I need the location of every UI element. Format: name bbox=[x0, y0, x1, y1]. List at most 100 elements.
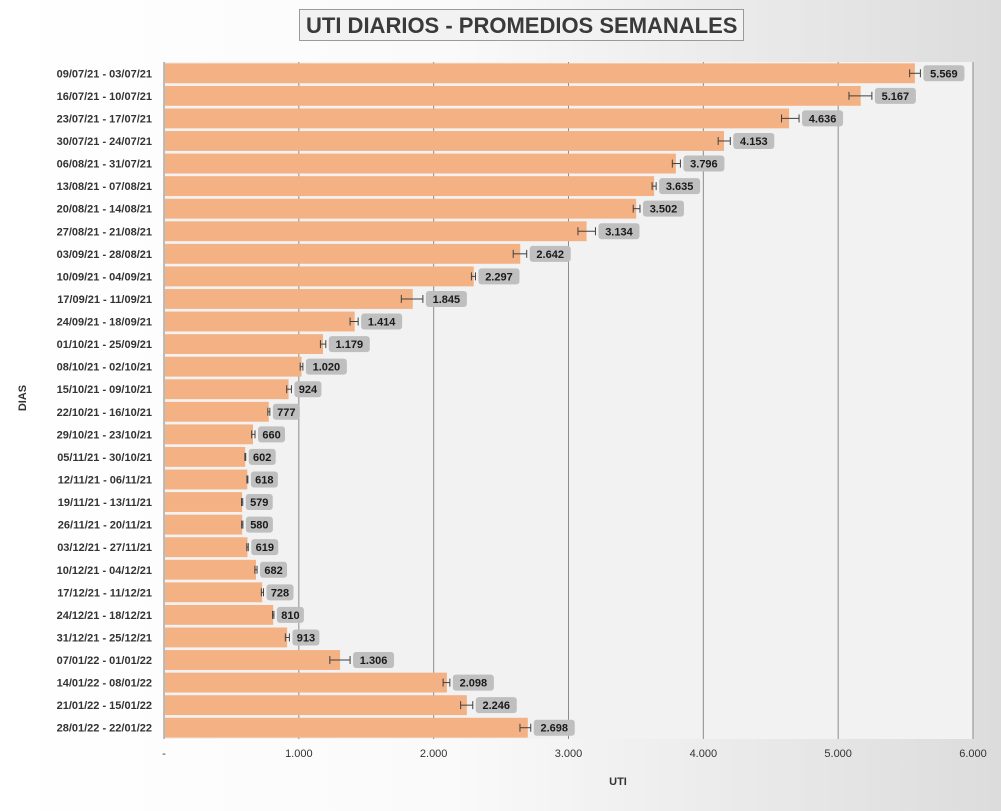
value-label-box bbox=[361, 313, 403, 330]
category-label: 20/08/21 - 14/08/21 bbox=[57, 204, 152, 216]
value-label: 3.134 bbox=[605, 226, 633, 238]
category-label: 27/08/21 - 21/08/21 bbox=[57, 226, 152, 238]
bar bbox=[165, 627, 288, 648]
value-label: 619 bbox=[256, 542, 274, 554]
y-axis-title: DIAS bbox=[17, 385, 29, 411]
category-label: 21/01/22 - 15/01/22 bbox=[57, 700, 152, 712]
value-label: 4.636 bbox=[809, 113, 837, 125]
value-label: 2.297 bbox=[485, 271, 513, 283]
value-label-box bbox=[251, 539, 279, 556]
x-tick-label: 4.000 bbox=[690, 748, 718, 760]
value-label-box bbox=[328, 336, 370, 353]
bar bbox=[165, 446, 246, 467]
bar bbox=[165, 469, 248, 490]
bar bbox=[165, 650, 341, 670]
x-tick-label: 3.000 bbox=[555, 748, 583, 760]
category-label: 15/10/21 - 09/10/21 bbox=[57, 384, 152, 396]
value-label: 3.796 bbox=[690, 159, 718, 171]
value-label: 5.167 bbox=[882, 91, 910, 103]
bar bbox=[165, 334, 323, 355]
value-label-box bbox=[802, 110, 844, 127]
value-label-box bbox=[923, 65, 965, 82]
category-label: 28/01/22 - 22/01/22 bbox=[57, 723, 152, 735]
value-label-box bbox=[529, 245, 571, 262]
gridlines bbox=[298, 62, 974, 739]
bar bbox=[165, 695, 467, 716]
value-label: 1.845 bbox=[433, 294, 461, 306]
value-label: 3.502 bbox=[650, 204, 678, 216]
value-label-box bbox=[874, 87, 916, 104]
error-bars bbox=[241, 69, 921, 732]
bar bbox=[165, 379, 289, 400]
category-label: 24/12/21 - 18/12/21 bbox=[57, 610, 152, 622]
value-label-box bbox=[250, 471, 278, 488]
category-label: 23/07/21 - 17/07/21 bbox=[57, 113, 152, 125]
value-label-box bbox=[245, 516, 273, 533]
value-label-box bbox=[642, 200, 684, 217]
x-axis-title: UTI bbox=[609, 776, 627, 788]
value-label-box bbox=[425, 290, 467, 307]
category-label: 19/11/21 - 13/11/21 bbox=[58, 497, 152, 509]
bar bbox=[165, 131, 724, 151]
category-label: 08/10/21 - 02/10/21 bbox=[57, 362, 152, 374]
category-labels: 09/07/21 - 03/07/21 16/07/21 - 10/07/21 23… bbox=[57, 68, 152, 734]
bars bbox=[165, 63, 915, 738]
value-label: 580 bbox=[250, 520, 268, 532]
bar bbox=[165, 221, 587, 242]
x-tick-label: 5.000 bbox=[824, 748, 852, 760]
value-label-box bbox=[260, 561, 288, 578]
value-label-box bbox=[683, 155, 725, 172]
bar bbox=[165, 243, 521, 264]
category-label: 09/07/21 - 03/07/21 bbox=[57, 68, 152, 80]
value-label-box bbox=[452, 674, 494, 691]
category-label: 05/11/21 - 30/10/21 bbox=[57, 452, 152, 464]
x-tick-label: - bbox=[162, 748, 166, 760]
value-label: 579 bbox=[250, 497, 268, 509]
value-label: 2.246 bbox=[483, 700, 511, 712]
value-label-box bbox=[266, 584, 294, 601]
category-label: 26/11/21 - 20/11/21 bbox=[58, 520, 152, 532]
value-label: 660 bbox=[262, 429, 280, 441]
category-label: 29/10/21 - 23/10/21 bbox=[57, 429, 152, 441]
chart-title: UTI DIARIOS - PROMEDIOS SEMANALES bbox=[299, 9, 745, 41]
value-label: 618 bbox=[255, 474, 273, 486]
category-label: 13/08/21 - 07/08/21 bbox=[57, 181, 152, 193]
bar bbox=[165, 424, 253, 445]
x-tick-label: 2.000 bbox=[420, 748, 448, 760]
value-label: 2.698 bbox=[540, 723, 568, 735]
value-label: 913 bbox=[297, 632, 315, 644]
category-label: 12/11/21 - 06/11/21 bbox=[58, 474, 152, 486]
value-label: 1.414 bbox=[368, 317, 396, 329]
category-label: 07/01/22 - 01/01/22 bbox=[57, 655, 152, 667]
bar bbox=[165, 537, 248, 558]
value-label: 2.098 bbox=[460, 678, 488, 690]
x-tick-label: 6.000 bbox=[959, 748, 987, 760]
bar bbox=[165, 311, 355, 332]
category-label: 10/12/21 - 04/12/21 bbox=[57, 565, 152, 577]
value-label: 2.642 bbox=[536, 249, 564, 261]
bar bbox=[165, 63, 915, 84]
value-label: 602 bbox=[253, 452, 271, 464]
value-label: 810 bbox=[281, 610, 299, 622]
category-label: 17/12/21 - 11/12/21 bbox=[57, 587, 152, 599]
value-label: 4.153 bbox=[740, 136, 768, 148]
bar bbox=[165, 717, 528, 738]
value-label: 3.635 bbox=[666, 181, 694, 193]
value-label: 777 bbox=[277, 407, 295, 419]
value-label-box bbox=[533, 719, 575, 736]
bar bbox=[165, 401, 269, 422]
category-label: 17/09/21 - 11/09/21 bbox=[57, 294, 152, 306]
value-label-box bbox=[478, 268, 520, 285]
value-label-box bbox=[272, 403, 300, 420]
category-label: 06/08/21 - 31/07/21 bbox=[57, 159, 152, 171]
bar bbox=[165, 266, 474, 287]
category-label: 31/12/21 - 25/12/21 bbox=[57, 632, 152, 644]
value-label-box bbox=[475, 697, 517, 714]
bar bbox=[165, 85, 861, 106]
value-label-box bbox=[276, 606, 304, 623]
category-label: 03/09/21 - 28/08/21 bbox=[57, 249, 152, 261]
value-label: 1.020 bbox=[313, 362, 341, 374]
value-label-box bbox=[258, 426, 286, 443]
bar bbox=[165, 604, 274, 625]
